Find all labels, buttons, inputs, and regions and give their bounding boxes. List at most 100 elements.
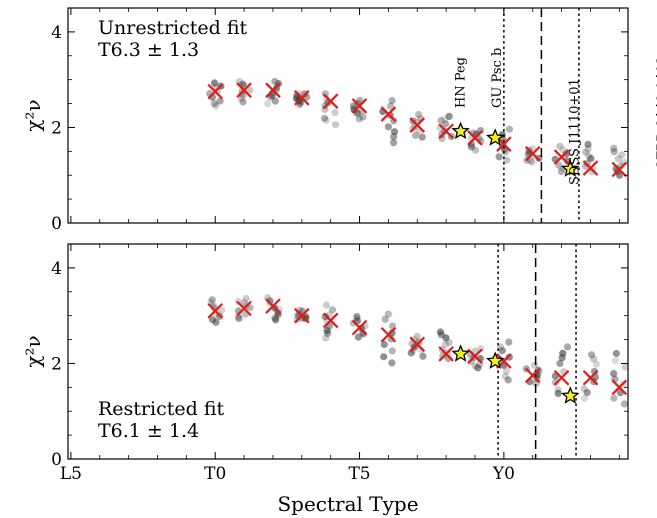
comparison-point <box>218 306 226 314</box>
comparison-point <box>353 312 361 321</box>
best-fit-marker <box>553 149 570 165</box>
comparison-point <box>621 363 628 371</box>
comparison-point <box>322 301 330 309</box>
top-panel: HN Peg GU Psc b SDSS J1110+01 CFBD 2149-040… <box>21 7 657 234</box>
comparison-point <box>528 158 536 166</box>
best-fit-marker <box>611 379 628 396</box>
comparison-point <box>386 102 394 110</box>
comparison-point <box>239 98 247 106</box>
y-tick-label: 4 <box>51 259 62 279</box>
comparison-point <box>587 351 596 359</box>
comparison-point <box>641 366 648 373</box>
comparison-point <box>644 157 651 164</box>
comparison-point <box>554 386 562 394</box>
comparison-point <box>620 400 628 408</box>
comparison-point <box>648 336 655 343</box>
comparison-point <box>384 123 392 131</box>
comparison-point <box>495 153 503 161</box>
comparison-point <box>582 148 590 156</box>
comparison-point <box>557 168 566 176</box>
comparison-point <box>353 314 361 322</box>
comparison-point <box>415 110 423 119</box>
comparison-point <box>321 105 329 114</box>
best-fit-marker <box>380 106 397 122</box>
best-fit-marker <box>553 370 570 386</box>
best-fit-marker <box>207 83 223 100</box>
comparison-point <box>436 328 444 336</box>
y-tick-label: 4 <box>51 23 62 43</box>
comparison-point <box>530 361 539 369</box>
comparison-point <box>320 114 329 122</box>
comparison-point <box>413 332 421 341</box>
object-label: GU Psc b <box>490 48 505 108</box>
comparison-point <box>583 389 591 397</box>
comparison-point <box>355 115 363 123</box>
comparison-point <box>242 295 250 303</box>
comparison-point <box>412 131 420 139</box>
best-fit-marker <box>409 336 426 353</box>
plot-frame <box>67 7 629 224</box>
comparison-point <box>610 144 618 152</box>
comparison-point <box>501 148 509 156</box>
comparison-point <box>388 97 396 105</box>
comparison-point <box>237 94 245 102</box>
comparison-point <box>322 116 330 124</box>
comparison-point <box>585 152 593 160</box>
x-tick-label: T0 <box>204 464 226 484</box>
y-tick-label: 2 <box>51 354 62 374</box>
comparison-point <box>587 154 595 162</box>
best-fit-marker <box>236 82 252 98</box>
comparison-point <box>264 100 272 108</box>
comparison-point <box>356 96 364 104</box>
highlight-star <box>451 344 470 362</box>
comparison-point <box>556 142 564 150</box>
fit-annotation: T6.1 ± 1.4 <box>98 420 199 442</box>
comparison-point <box>441 340 449 348</box>
plot-area <box>207 244 657 459</box>
comparison-point <box>354 333 362 341</box>
plot-frame <box>67 243 629 460</box>
comparison-point <box>503 156 511 164</box>
x-tick-label: T5 <box>348 464 370 484</box>
best-fit-marker <box>236 300 252 317</box>
comparison-point <box>650 373 657 380</box>
best-fit-marker <box>380 327 397 343</box>
comparison-point <box>380 353 388 361</box>
y-axis-label: χ²ν <box>21 335 45 367</box>
comparison-point <box>240 299 249 307</box>
best-fit-marker <box>322 312 339 329</box>
y-tick-label: 2 <box>51 118 62 138</box>
comparison-point <box>643 122 650 129</box>
object-label: CFBD 2149-0403 <box>655 56 657 170</box>
comparison-point <box>323 327 331 335</box>
comparison-point <box>210 79 219 87</box>
y-axis-label: χ²ν <box>21 99 45 131</box>
comparison-point <box>216 97 224 105</box>
comparison-point <box>209 316 217 324</box>
comparison-point <box>419 352 427 360</box>
highlight-star <box>649 385 657 399</box>
best-fit-marker <box>582 160 599 176</box>
comparison-point <box>642 163 649 170</box>
comparison-point <box>502 367 510 375</box>
comparison-point <box>580 394 589 402</box>
x-axis-label: Spectral Type <box>277 492 418 516</box>
comparison-point <box>235 314 243 322</box>
comparison-point <box>407 349 415 357</box>
comparison-point <box>498 347 506 355</box>
comparison-point <box>471 362 479 370</box>
best-fit-marker <box>641 164 655 178</box>
fit-annotation: T6.3 ± 1.3 <box>98 39 199 61</box>
comparison-point <box>645 402 652 409</box>
best-fit-marker <box>438 346 454 362</box>
comparison-point <box>580 385 588 393</box>
comparison-point <box>445 112 453 120</box>
comparison-point <box>556 359 564 368</box>
best-fit-marker <box>351 98 368 114</box>
comparison-point <box>437 116 445 125</box>
comparison-point <box>644 383 651 390</box>
comparison-point <box>505 338 513 346</box>
comparison-point <box>208 296 216 304</box>
best-fit-marker <box>409 117 426 133</box>
